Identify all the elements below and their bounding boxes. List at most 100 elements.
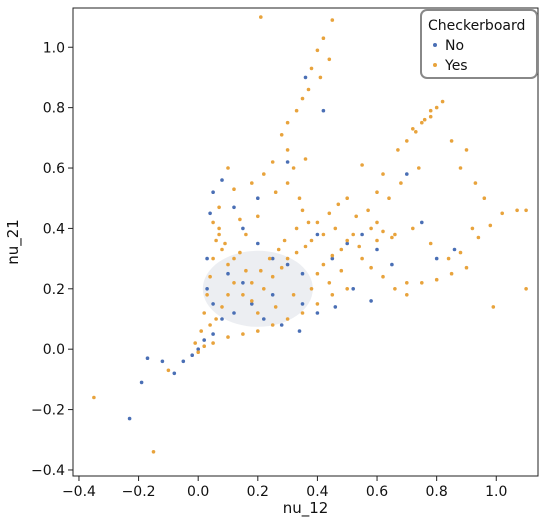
point-yes-76 (255, 329, 260, 333)
point-yes-7 (327, 57, 332, 62)
point-yes-28 (396, 148, 400, 152)
point-yes-4 (330, 18, 335, 22)
point-yes-30 (414, 130, 418, 134)
point-yes-84 (202, 311, 206, 315)
point-yes-132 (387, 196, 391, 200)
point-yes-60 (345, 238, 350, 243)
point-yes-25 (360, 163, 364, 167)
point-yes-87 (211, 256, 215, 261)
point-yes-44 (515, 208, 519, 213)
point-yes-102 (315, 220, 320, 225)
point-yes-120 (327, 281, 332, 285)
point-no-13 (220, 178, 224, 182)
point-no-28 (321, 108, 326, 113)
point-yes-85 (205, 293, 209, 297)
point-yes-66 (369, 265, 373, 270)
point-yes-17 (291, 166, 296, 170)
point-no-46 (300, 302, 305, 306)
x-axis-label: nu_12 (283, 499, 329, 518)
point-yes-82 (193, 341, 197, 345)
point-yes-64 (315, 271, 320, 276)
point-yes-37 (440, 99, 445, 104)
point-yes-14 (279, 133, 284, 137)
y-tick-label: 0.4 (43, 221, 65, 237)
point-yes-129 (470, 226, 475, 231)
point-yes-32 (428, 108, 433, 113)
point-yes-71 (330, 293, 335, 297)
point-no-23 (360, 232, 364, 237)
point-yes-33 (434, 105, 439, 110)
point-yes-31 (422, 117, 427, 122)
point-yes-91 (226, 262, 230, 267)
point-yes-2 (166, 368, 171, 373)
y-tick-label: −0.2 (31, 403, 65, 419)
point-yes-34 (411, 127, 415, 131)
point-yes-72 (315, 302, 320, 306)
point-yes-52 (434, 277, 439, 282)
legend-box (420, 9, 538, 79)
point-yes-92 (232, 281, 236, 285)
point-yes-80 (202, 344, 206, 349)
point-yes-46 (488, 223, 493, 228)
point-yes-0 (92, 395, 96, 400)
point-no-30 (220, 317, 224, 321)
point-yes-123 (375, 238, 379, 243)
point-yes-54 (405, 281, 409, 285)
point-yes-94 (250, 299, 254, 303)
point-yes-45 (524, 208, 528, 213)
point-yes-79 (211, 341, 215, 345)
point-yes-105 (345, 196, 350, 200)
point-yes-111 (238, 250, 242, 255)
point-yes-69 (405, 293, 409, 297)
point-yes-27 (381, 172, 385, 176)
point-no-45 (270, 293, 275, 297)
point-yes-65 (360, 256, 364, 261)
point-no-7 (196, 347, 200, 352)
point-no-9 (211, 332, 215, 336)
legend-label-no: No (445, 38, 464, 54)
point-no-0 (127, 416, 132, 421)
point-yes-9 (318, 75, 323, 80)
point-no-8 (202, 338, 206, 342)
plot-area (72, 7, 539, 477)
point-yes-24 (238, 217, 242, 222)
point-yes-112 (226, 293, 230, 297)
point-yes-77 (241, 332, 245, 336)
x-tick-label: 1.0 (485, 484, 507, 500)
point-yes-100 (303, 244, 308, 249)
point-no-18 (285, 262, 290, 267)
point-yes-136 (321, 232, 326, 237)
point-no-10 (205, 256, 209, 261)
point-yes-12 (294, 108, 299, 113)
y-tick-label: 1.0 (43, 40, 65, 56)
x-axis-ticks: −0.4 −0.2 0.0 0.2 0.4 0.6 0.8 1.0 (62, 476, 507, 500)
point-yes-42 (482, 196, 487, 200)
point-yes-70 (345, 287, 350, 291)
point-yes-29 (405, 139, 409, 143)
point-no-2 (145, 356, 150, 361)
point-yes-116 (255, 311, 260, 315)
point-no-5 (181, 359, 186, 364)
point-yes-110 (244, 232, 248, 237)
point-yes-75 (270, 323, 275, 327)
point-yes-61 (339, 247, 344, 252)
point-no-36 (315, 311, 320, 315)
point-yes-134 (354, 214, 359, 219)
point-yes-126 (428, 241, 433, 246)
point-yes-86 (208, 274, 212, 279)
point-yes-138 (300, 208, 305, 213)
point-no-42 (452, 247, 457, 252)
point-yes-131 (399, 181, 403, 185)
point-yes-142 (267, 256, 272, 261)
point-no-4 (172, 371, 177, 376)
point-yes-109 (255, 214, 260, 219)
point-yes-88 (214, 238, 218, 243)
y-tick-label: −0.4 (31, 463, 65, 479)
point-no-3 (160, 359, 165, 364)
x-tick-label: −0.4 (62, 484, 96, 500)
point-yes-13 (285, 120, 290, 125)
x-tick-label: −0.2 (122, 484, 156, 500)
x-tick-label: 0.4 (306, 484, 328, 500)
point-yes-125 (411, 226, 415, 231)
point-no-48 (205, 287, 209, 291)
